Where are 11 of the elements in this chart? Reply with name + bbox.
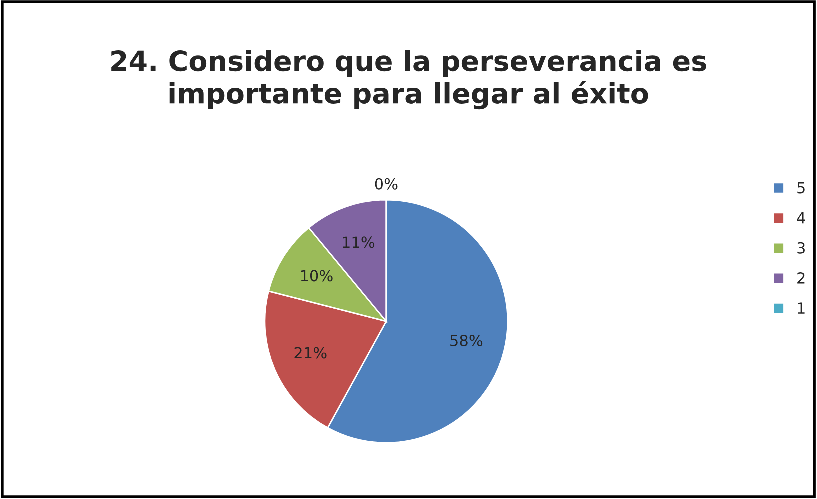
legend-label: 2 bbox=[798, 272, 805, 284]
text: 0% bbox=[375, 178, 398, 190]
legend-label: 3 bbox=[798, 242, 805, 254]
data-label: 11% bbox=[343, 236, 375, 248]
data-label: 10% bbox=[301, 270, 333, 282]
data-label: 58% bbox=[450, 334, 483, 347]
legend-label: 5 bbox=[798, 182, 805, 194]
legend-label: 4 bbox=[797, 212, 806, 224]
legend-label: 1 bbox=[798, 302, 805, 314]
chart-title: 24. Considero que la perseverancia es importante para llegar al éxito bbox=[112, 50, 706, 110]
data-label: 21% bbox=[294, 347, 327, 359]
